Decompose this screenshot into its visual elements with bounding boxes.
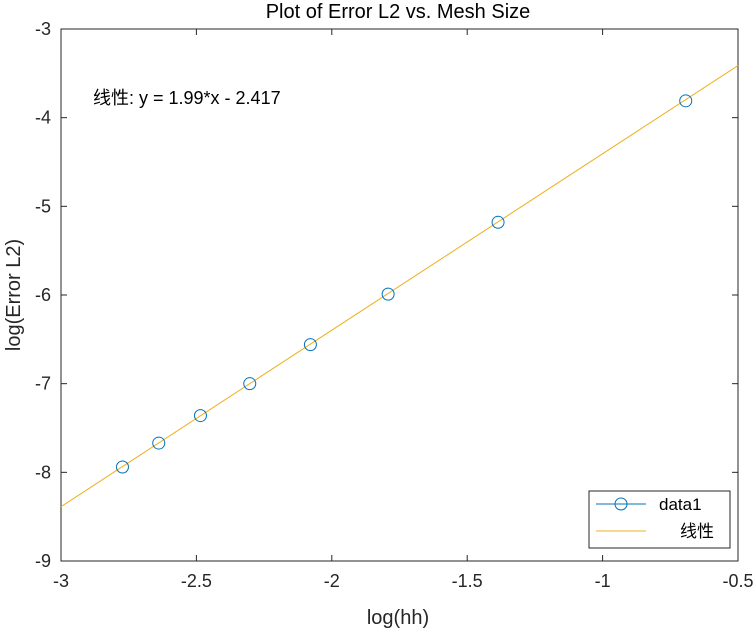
data1-point: [193, 409, 207, 423]
legend-box: [588, 490, 731, 549]
data1-point: [115, 460, 129, 474]
plot-area: -3 -2.5 -2 -1.5 -1 -0.5 -9 -8 -7 -6 -5 -4 -3: [35, 19, 754, 591]
tick-layer: -3 -2.5 -2 -1.5 -1 -0.5 -9 -8 -7 -6 -5 -4 -3: [35, 19, 754, 591]
axes-box: [60, 28, 739, 562]
y-tick-label: -9: [35, 551, 51, 571]
y-tick-label: -5: [35, 196, 51, 216]
x-tick-label: -0.5: [722, 571, 753, 591]
data1-point: [152, 436, 166, 450]
y-axis-label: log(Error L2): [3, 239, 25, 351]
legend-data1-marker: [614, 497, 628, 511]
legend: data1 线性: [588, 490, 731, 549]
y-tick-label: -6: [35, 285, 51, 305]
data1-point: [679, 94, 693, 108]
fit-line-layer: [60, 65, 739, 508]
y-tick-label: -3: [35, 19, 51, 39]
x-tick-label: -2: [324, 571, 340, 591]
x-axis-label: log(hh): [367, 607, 429, 629]
data1-point: [491, 215, 505, 229]
y-tick-label: -8: [35, 462, 51, 482]
x-tick-label: -2.5: [181, 571, 212, 591]
legend-fit-label: 线性: [680, 522, 714, 541]
fit-line: [60, 65, 739, 508]
y-tick-label: -4: [35, 108, 51, 128]
marker-layer: [115, 94, 693, 474]
chart-title: Plot of Error L2 vs. Mesh Size: [266, 1, 531, 23]
x-tick-label: -3: [53, 571, 69, 591]
data1-point: [243, 377, 257, 391]
x-tick-label: -1: [595, 571, 611, 591]
fit-annotation: 线性: y = 1.99*x - 2.417: [93, 88, 281, 108]
data1-point: [303, 338, 317, 352]
y-tick-label: -7: [35, 374, 51, 394]
data1-point: [381, 287, 395, 301]
legend-data1-label: data1: [659, 495, 702, 514]
x-tick-label: -1.5: [452, 571, 483, 591]
